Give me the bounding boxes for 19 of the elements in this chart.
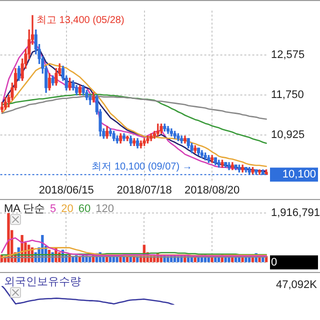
y-tick-label: 0 <box>271 256 278 268</box>
chart-title: 외국인보유수량 <box>4 275 81 289</box>
text: 120 <box>96 203 114 215</box>
text: 5 <box>50 203 56 215</box>
text: 47,092K <box>276 279 317 291</box>
y-tick-label: 10,925 <box>271 128 305 141</box>
text: 60 <box>78 203 91 215</box>
x-tick-label: 2018/08/20 <box>184 184 240 196</box>
annotation: 최고 13,400 (05/28) <box>36 15 124 26</box>
text: 20 <box>61 203 74 215</box>
ref-line-label: 10,100 <box>282 168 316 181</box>
y-tick-label: 11,750 <box>271 89 304 102</box>
annotation: 최저 10,100 (09/07) → <box>92 161 192 172</box>
y-tick-label: 1,916,791 <box>271 207 320 220</box>
y-tick-label: 12,575 <box>271 49 305 62</box>
legend-title: MA 단순 <box>4 203 45 215</box>
x-tick-label: 2018/07/18 <box>116 184 172 196</box>
bar <box>7 213 10 262</box>
x-tick-label: 2018/06/15 <box>38 184 94 196</box>
